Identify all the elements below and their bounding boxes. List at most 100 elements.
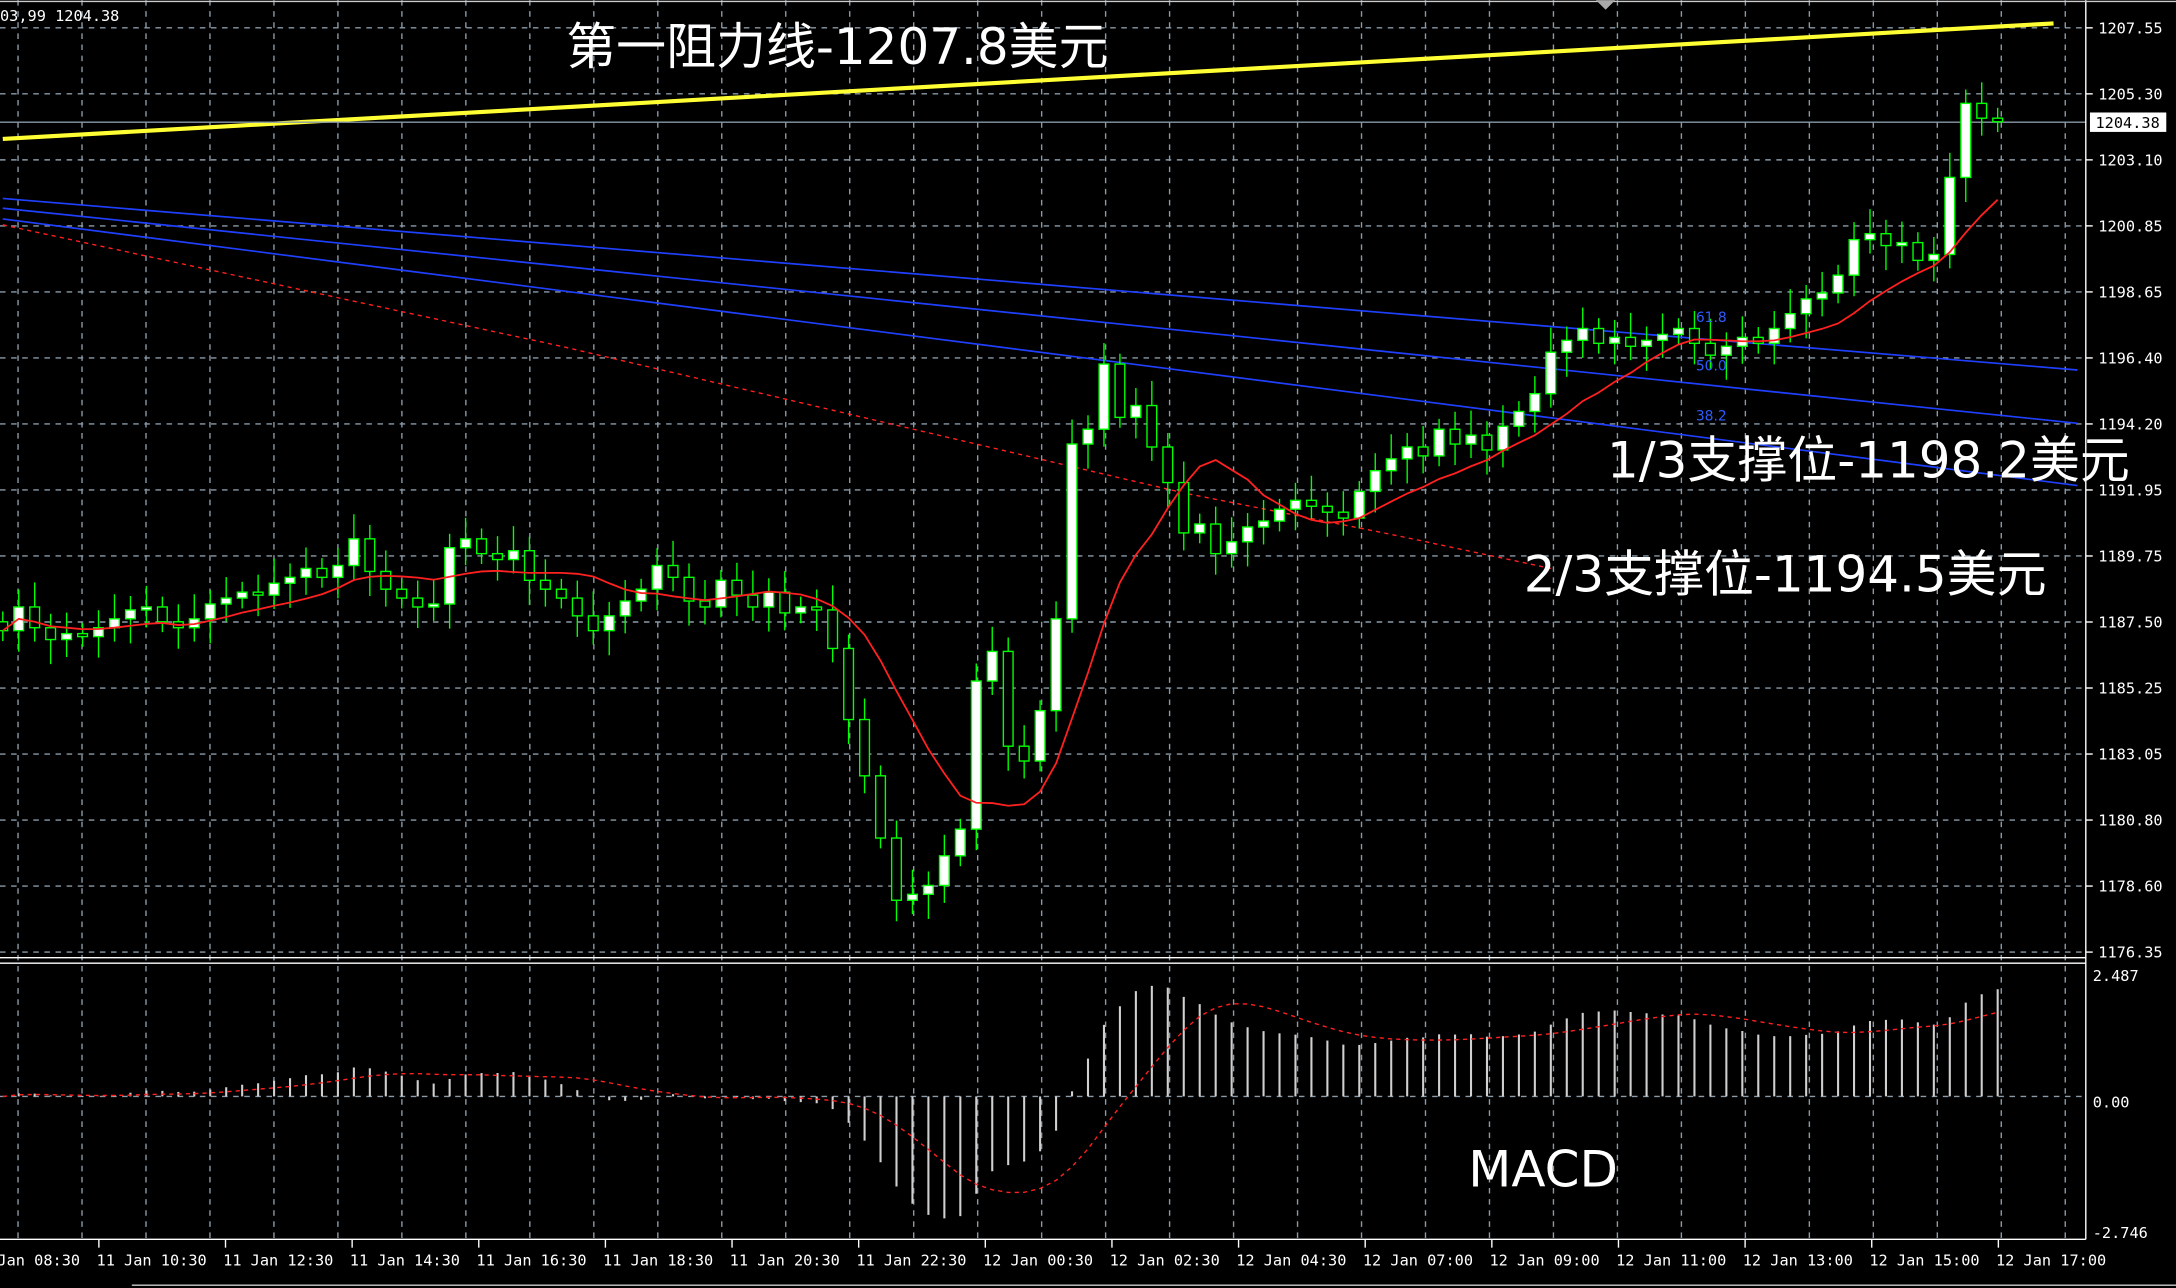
candle <box>1864 233 1876 241</box>
price-label: 1185.25 <box>2098 680 2162 698</box>
candle <box>1816 292 1828 300</box>
candle <box>587 615 599 632</box>
candle <box>332 564 344 579</box>
price-label: 1176.35 <box>2098 944 2162 962</box>
time-label: 11 Jan 08:30 <box>0 1252 80 1270</box>
candle <box>1513 410 1525 427</box>
candle <box>1305 499 1317 507</box>
candle <box>1880 233 1892 247</box>
candle <box>140 606 152 611</box>
time-label: 12 Jan 09:00 <box>1489 1252 1599 1270</box>
candle <box>1609 336 1621 345</box>
candles <box>0 82 2004 922</box>
candle <box>1050 618 1062 712</box>
time-label: 12 Jan 15:00 <box>1869 1252 1979 1270</box>
candle <box>603 615 615 632</box>
candle <box>77 632 89 638</box>
candle <box>763 591 775 608</box>
candle <box>1848 238 1860 276</box>
candle <box>428 603 440 608</box>
price-axis: 1207.55 1205.30 1203.10 1200.85 1198.65 1196.… <box>2085 19 2163 1242</box>
time-label: 12 Jan 11:00 <box>1616 1252 1726 1270</box>
candle <box>1960 102 1972 179</box>
candle <box>1353 490 1365 519</box>
time-label: 11 Jan 22:30 <box>856 1252 966 1270</box>
candle <box>1784 313 1796 330</box>
candle <box>1034 709 1046 762</box>
candle <box>779 591 791 614</box>
candle <box>460 538 472 549</box>
current-price-box <box>2089 112 2167 132</box>
price-label: 1191.95 <box>2098 482 2162 500</box>
candle <box>970 680 982 830</box>
candle <box>1226 541 1238 555</box>
candle <box>1337 511 1349 519</box>
moving-average <box>2 199 1999 807</box>
macd-annotation: MACD <box>1468 1141 1618 1199</box>
candle <box>124 609 136 620</box>
candle <box>635 588 647 602</box>
candle <box>1912 241 1924 262</box>
support-2-annotation: 2/3支撑位-1194.5美元 <box>1524 545 2047 603</box>
candle <box>108 618 121 629</box>
candle <box>986 650 998 682</box>
candle <box>747 594 759 608</box>
resistance-line <box>2 21 2054 142</box>
candle <box>1545 351 1557 395</box>
candle <box>1433 428 1445 457</box>
candle <box>1018 745 1030 762</box>
candle <box>699 600 711 608</box>
long-moving-average <box>2 224 1551 570</box>
candle <box>29 606 41 629</box>
candle <box>922 884 934 896</box>
price-label: 1180.80 <box>2098 812 2162 830</box>
candle <box>380 570 392 590</box>
candle <box>1704 342 1716 356</box>
price-label: 1198.65 <box>2098 283 2162 301</box>
candle <box>1369 470 1381 493</box>
support-1-annotation: 1/3支撑位-1198.2美元 <box>1607 431 2130 489</box>
candle <box>667 564 679 579</box>
candle <box>1577 327 1589 342</box>
candle <box>1002 650 1014 747</box>
shift-marker-icon[interactable] <box>1595 0 1616 10</box>
candle <box>1449 428 1461 445</box>
candle <box>92 627 105 638</box>
candle <box>906 893 918 901</box>
candle <box>827 609 839 650</box>
candle <box>1561 339 1573 353</box>
candle <box>412 597 424 608</box>
candle <box>204 603 216 620</box>
candle <box>252 591 264 596</box>
grid <box>0 0 2086 1240</box>
candle <box>1257 520 1270 528</box>
fib-label-618: 61.8 <box>1696 310 1727 326</box>
candle <box>1768 327 1780 345</box>
current-price-label: 1204.38 <box>2096 114 2160 132</box>
resistance-annotation: 第一阻力线-1207.8美元 <box>566 18 1108 76</box>
time-label: 12 Jan 13:00 <box>1743 1252 1853 1270</box>
price-label: 1183.05 <box>2098 746 2162 764</box>
candle <box>1481 434 1493 451</box>
candle <box>1800 298 1812 315</box>
candle <box>890 837 903 901</box>
candle <box>156 606 168 623</box>
time-label: 11 Jan 14:30 <box>350 1252 460 1270</box>
candle <box>938 855 950 887</box>
macd-signal-line <box>2 1003 1998 1194</box>
time-label: 11 Jan 20:30 <box>730 1252 840 1270</box>
time-label: 12 Jan 02:30 <box>1110 1252 1220 1270</box>
candle <box>1529 392 1541 413</box>
time-label: 12 Jan 00:30 <box>983 1252 1093 1270</box>
candle <box>683 576 695 602</box>
candle <box>1082 428 1094 445</box>
candle <box>268 582 280 596</box>
time-label: 11 Jan 16:30 <box>476 1252 586 1270</box>
candle <box>1625 336 1637 347</box>
candle <box>1672 327 1685 336</box>
price-label: 1194.20 <box>2098 415 2162 433</box>
candle <box>236 591 248 599</box>
candle <box>1194 523 1206 534</box>
candle <box>1178 481 1190 534</box>
